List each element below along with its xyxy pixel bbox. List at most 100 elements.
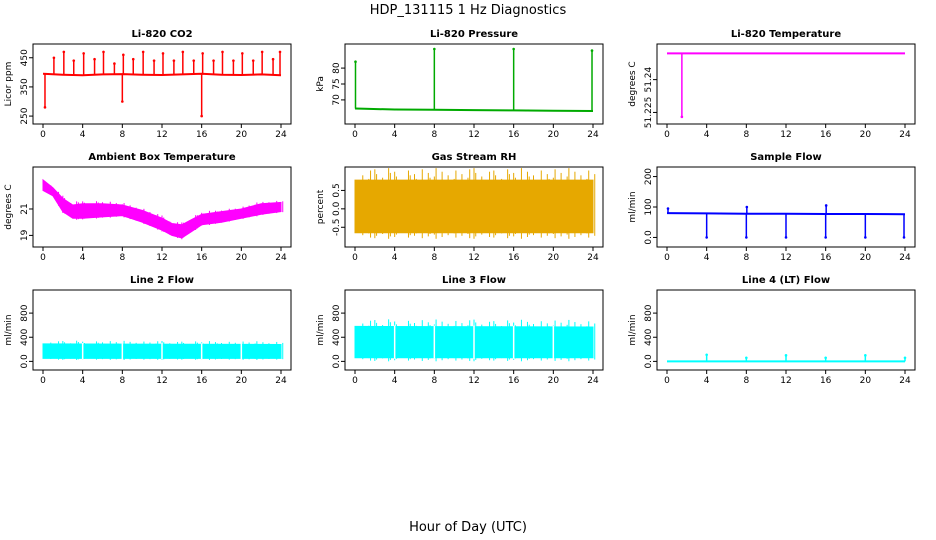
x-tick-label: 4	[80, 130, 86, 140]
data-point	[512, 47, 515, 51]
data-point	[824, 204, 828, 207]
x-tick-label: 24	[275, 253, 287, 263]
y-axis-label: degrees C	[628, 61, 638, 106]
x-tick-label: 16	[820, 376, 832, 386]
y-tick-label: 400	[644, 328, 654, 345]
y-tick-label: 80	[332, 62, 342, 74]
panel-title: Line 2 Flow	[130, 275, 194, 286]
data-point	[122, 53, 125, 57]
y-tick-label: 800	[644, 304, 654, 321]
x-tick-label: 0	[664, 253, 670, 263]
y-tick-label: 21	[20, 203, 30, 214]
y-axis-label: percent	[316, 189, 326, 224]
y-tick-label: 19	[20, 229, 30, 241]
data-point	[172, 59, 176, 62]
x-tick-label: 12	[780, 253, 791, 263]
data-point	[131, 57, 135, 61]
y-axis-label: degrees C	[4, 184, 14, 229]
x-tick-label: 16	[820, 253, 832, 263]
data-point	[903, 356, 907, 360]
x-tick-label: 24	[899, 376, 911, 386]
plot-frame	[344, 43, 604, 125]
data-point	[271, 57, 275, 61]
data-point	[221, 50, 224, 54]
x-tick-label: 24	[587, 376, 599, 386]
panel-title: Li-820 Pressure	[430, 29, 518, 40]
x-tick-label: 24	[275, 376, 287, 386]
x-tick-label: 8	[119, 130, 125, 140]
y-tick-label: 0.0	[332, 201, 342, 216]
x-tick-label: 16	[508, 253, 520, 263]
x-tick-label: 4	[392, 376, 398, 386]
data-point	[864, 354, 867, 357]
data-point	[232, 59, 235, 62]
y-tick-label: 70	[332, 94, 342, 106]
y-tick-label: 400	[20, 328, 30, 345]
data-point	[192, 59, 196, 62]
data-point	[181, 50, 185, 54]
x-tick-label: 16	[196, 130, 208, 140]
x-tick-label: 0	[40, 253, 46, 263]
x-tick-label: 24	[275, 130, 287, 140]
y-tick-label: 0.0	[332, 354, 342, 369]
x-tick-label: 4	[392, 130, 398, 140]
data-point	[141, 50, 145, 54]
x-tick-label: 4	[704, 253, 710, 263]
chart-panel-3: Li-820 Temperature degrees C 0 4 8 12 16 20 24 51…	[628, 29, 916, 140]
y-axis-label: ml/min	[316, 314, 326, 345]
x-tick-label: 24	[899, 253, 911, 263]
x-tick-label: 20	[236, 376, 248, 386]
data-point	[745, 205, 749, 209]
data-point	[824, 236, 827, 239]
x-tick-label: 24	[899, 130, 911, 140]
y-tick-label: 51.225	[644, 97, 654, 129]
x-tick-label: 16	[820, 130, 832, 140]
x-tick-label: 0	[40, 376, 46, 386]
x-tick-label: 12	[156, 376, 167, 386]
data-line	[42, 72, 282, 77]
x-tick-label: 8	[743, 376, 749, 386]
chart-panel-9: Line 4 (LT) Flow ml/min 0 4 8 12 16 20 24 0.0 400 8…	[628, 275, 916, 386]
x-tick-label: 0	[352, 130, 358, 140]
data-point	[666, 207, 670, 210]
x-tick-label: 0	[352, 253, 358, 263]
y-tick-label: 0.0	[20, 354, 30, 369]
x-tick-label: 12	[468, 253, 479, 263]
panel-title: Gas Stream RH	[432, 152, 517, 163]
y-tick-label: 250	[20, 107, 30, 124]
x-tick-label: 12	[156, 253, 167, 263]
y-axis-label: ml/min	[4, 314, 14, 345]
chart-panel-6: Sample Flow ml/min 0 4 8 12 16 20 24 0.0 100 200	[628, 152, 916, 263]
x-tick-label: 8	[431, 130, 437, 140]
data-point	[72, 59, 76, 62]
x-tick-label: 0	[40, 130, 46, 140]
y-tick-label: 0.5	[332, 183, 342, 197]
y-tick-label: 0.0	[644, 230, 654, 245]
x-tick-label: 12	[156, 130, 167, 140]
data-point	[43, 106, 47, 109]
figure-xlabel: Hour of Day (UTC)	[409, 520, 527, 535]
x-tick-label: 8	[743, 130, 749, 140]
x-tick-label: 0	[664, 376, 670, 386]
y-tick-label: 450	[20, 49, 30, 66]
data-point	[251, 59, 255, 62]
y-tick-label: 100	[644, 198, 654, 215]
data-point	[784, 354, 788, 357]
data-point	[784, 236, 788, 239]
y-axis-label: Licor ppm	[4, 62, 14, 107]
panel-title: Sample Flow	[750, 152, 822, 163]
x-tick-label: 4	[80, 376, 86, 386]
data-point	[433, 47, 436, 51]
data-point	[212, 59, 215, 62]
chart-panel-4: Ambient Box Temperature degrees C 0 4 8 12 16 2…	[4, 152, 292, 263]
x-tick-label: 20	[860, 130, 872, 140]
y-tick-label: 200	[644, 168, 654, 185]
x-tick-label: 8	[431, 376, 437, 386]
x-tick-label: 0	[664, 130, 670, 140]
x-tick-label: 20	[236, 253, 248, 263]
x-tick-label: 20	[860, 253, 872, 263]
y-axis-label: ml/min	[628, 191, 638, 222]
x-tick-label: 4	[704, 376, 710, 386]
x-tick-label: 8	[743, 253, 749, 263]
